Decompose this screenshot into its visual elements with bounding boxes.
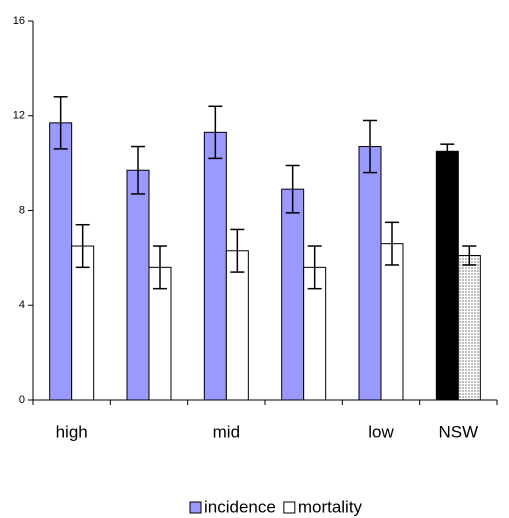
- x-tick-label: mid: [213, 422, 240, 441]
- x-tick-label: NSW: [438, 422, 478, 441]
- bar: [281, 188, 305, 401]
- bar: [49, 122, 73, 401]
- error-bar: [208, 105, 223, 160]
- y-tick-label: 4: [19, 299, 25, 311]
- legend-swatch: [283, 501, 296, 514]
- legend-swatch: [189, 501, 202, 514]
- error-bar: [131, 145, 145, 195]
- bar: [435, 150, 459, 401]
- bar: [457, 255, 481, 401]
- error-bar: [285, 164, 300, 214]
- error-bar: [363, 119, 377, 174]
- error-bar: [153, 245, 167, 290]
- error-bar: [75, 223, 90, 269]
- x-tick-label: high: [56, 422, 88, 441]
- error-bar: [385, 221, 399, 266]
- error-bar: [440, 143, 455, 160]
- bar: [380, 243, 404, 401]
- bar: [71, 245, 95, 401]
- y-tick-label: 8: [19, 204, 25, 216]
- y-tick-label: 12: [13, 110, 25, 122]
- bar: [126, 169, 150, 401]
- legend-label: incidence: [204, 497, 276, 516]
- bar: [225, 250, 249, 401]
- error-bar: [307, 245, 322, 290]
- bar: [203, 131, 227, 401]
- y-tick-label: 16: [13, 15, 25, 27]
- x-tick-label: low: [368, 422, 394, 441]
- legend-label: mortality: [298, 497, 363, 516]
- error-bar: [53, 96, 68, 150]
- error-bar: [462, 245, 477, 266]
- y-tick-label: 0: [19, 394, 25, 406]
- error-bar: [230, 228, 245, 273]
- bar: [358, 146, 382, 401]
